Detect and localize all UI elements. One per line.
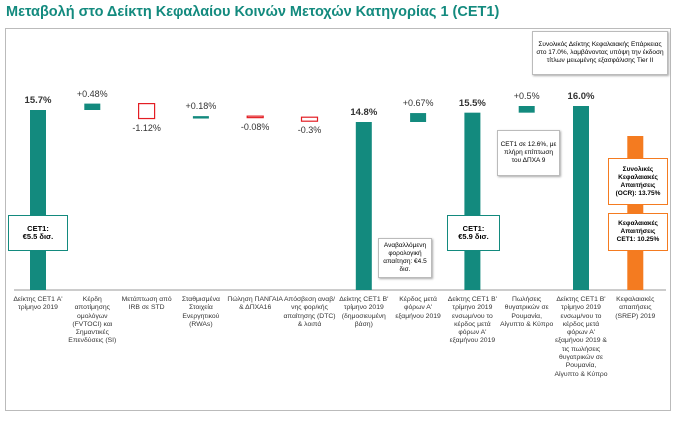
x-tick-label: Δείκτης CET1 Β' τρίμηνο 2019 ενσωμ/νου τ…: [447, 296, 497, 345]
x-tick-label: Μετάπτωση από IRB σε STD: [121, 296, 172, 312]
value-label: -0.08%: [240, 121, 270, 132]
bar: [138, 102, 156, 120]
value-label: 15.7%: [24, 95, 52, 106]
frame: [5, 28, 671, 411]
bar: [464, 112, 481, 291]
bar: [300, 116, 319, 122]
value-label: -1.12%: [132, 122, 161, 133]
annotation: CET1: €5.5 δισ.: [8, 215, 68, 251]
x-tick-label: Δείκτης CET1 Β' τρίμηνο 2019 ενσωμ/νου τ…: [554, 296, 608, 378]
value-label: 16.0%: [567, 91, 595, 102]
x-tick-label: Κέρδη αποτίμησης ομολόγων (FVTOCI) και Σ…: [68, 296, 117, 345]
bar: [30, 110, 46, 290]
x-tick-label: Πώληση ΠΑΝΓΑΙΑ & ΔΠΧΑ16: [227, 296, 283, 312]
annotation: Αναβαλλόμενη φορολογική απαίτηση: €4.5 δ…: [378, 238, 432, 278]
annotation: Κεφαλαιακές Απαιτήσεις CET1: 10.25%: [608, 213, 668, 251]
annotation: CET1: €5.9 δισ.: [447, 215, 500, 251]
bar: [518, 106, 535, 113]
x-tick-label: Δείκτης CET1 Α' τρίμηνο 2019: [13, 296, 63, 312]
value-label: 15.5%: [458, 97, 486, 109]
value-label: -0.3%: [297, 125, 322, 136]
x-tick-label: Πωλήσεις θυγατρικών σε Ρουμανία, Αίγυπτο…: [500, 296, 554, 328]
value-label: +0.5%: [513, 91, 540, 101]
value-label: +0.48%: [76, 88, 108, 99]
value-label: 14.8%: [350, 107, 378, 118]
bar: [573, 106, 589, 290]
x-tick-label: Σταθμισμένα Στοιχεία Ενεργητικού (RWAs): [181, 296, 220, 328]
bar: [192, 116, 209, 119]
bar: [246, 115, 264, 119]
bar: [355, 122, 372, 290]
x-tick-label: Δείκτης CET1 Β' τρίμηνο 2019 (δημοσιευμέ…: [339, 296, 389, 328]
value-label: +0.67%: [402, 98, 434, 109]
bar: [410, 113, 427, 122]
bar: [84, 103, 101, 110]
value-label: +0.18%: [185, 101, 217, 112]
x-tick-label: Κεφαλαιακές απαιτήσεις (SREP) 2019: [615, 296, 656, 320]
x-tick-label: Κέρδος μετά φόρων Α' εξαμήνου 2019: [395, 296, 441, 320]
annotation: Συνολικός Δείκτης Κεφαλαιακής Επάρκειας …: [532, 31, 668, 75]
chart-title: Μεταβολή στο Δείκτη Κεφαλαίου Κοινών Μετ…: [6, 4, 500, 20]
x-tick-label: Απόσβεση αναβ/νης φορ/κής απαίτησης (DTC…: [283, 296, 336, 328]
annotation: Συνολικές Κεφαλαιακές Απαιτήσεις (OCR): …: [608, 158, 668, 205]
annotation: CET1 σε 12.6%, με πλήρη επίπτωση του ΔΠΧ…: [497, 130, 560, 176]
